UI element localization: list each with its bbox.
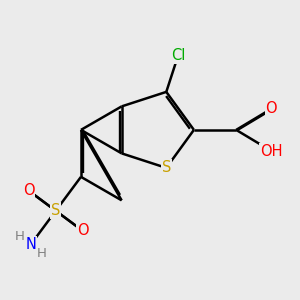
Text: OH: OH bbox=[260, 143, 283, 158]
Text: H: H bbox=[14, 230, 24, 243]
Text: Cl: Cl bbox=[171, 48, 185, 63]
Text: O: O bbox=[266, 101, 277, 116]
Text: S: S bbox=[162, 160, 171, 175]
Text: O: O bbox=[23, 183, 34, 198]
Text: S: S bbox=[51, 203, 60, 218]
Text: O: O bbox=[77, 224, 89, 238]
Text: H: H bbox=[37, 247, 47, 260]
Text: N: N bbox=[25, 237, 36, 252]
